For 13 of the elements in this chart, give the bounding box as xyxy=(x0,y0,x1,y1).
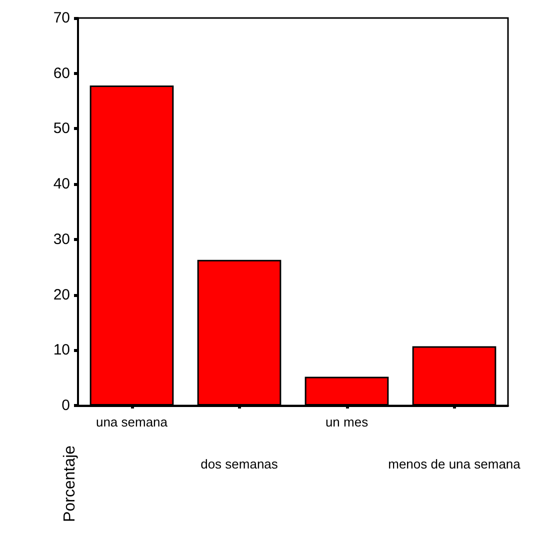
y-tick-label: 50 xyxy=(53,120,70,138)
x-tick-label: una semana xyxy=(96,414,168,430)
x-tick-label: menos de una semana xyxy=(388,456,522,472)
y-axis-title: Porcentaje xyxy=(62,445,78,522)
x-tick-label: un mes xyxy=(325,414,369,430)
y-tick-label: 20 xyxy=(53,286,70,304)
y-tick-label: 0 xyxy=(62,397,70,414)
y-tick-label: 70 xyxy=(53,10,70,26)
y-tick-label: 60 xyxy=(53,64,70,82)
y-tick-label: 40 xyxy=(53,176,70,193)
y-tick-label: 10 xyxy=(53,342,70,359)
x-tick-label: dos semanas xyxy=(200,456,278,472)
y-tick-label: 30 xyxy=(53,230,70,248)
